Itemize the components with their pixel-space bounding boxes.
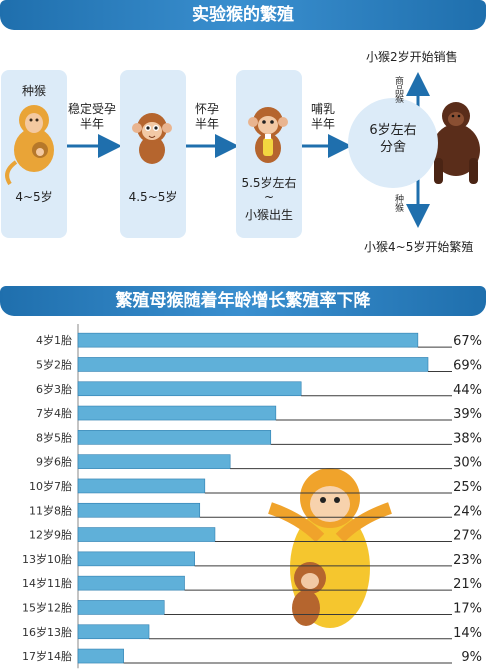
category-label: 7岁4胎	[36, 406, 72, 420]
stage-birth-label: 小猴出生	[244, 208, 293, 222]
separation-label: 6岁左右 分舍	[369, 123, 417, 155]
section-title-fertility: 繁殖母猴随着年龄增长繁殖率下降	[0, 286, 486, 316]
arrow-label-conceive: 稳定受孕 半年	[67, 102, 116, 131]
stage-breeder-label: 种猴	[21, 84, 46, 98]
value-label: 23%	[453, 553, 482, 568]
category-label: 12岁9胎	[29, 528, 72, 542]
stage-pregnant-age: 4.5~5岁	[128, 190, 178, 204]
bar	[77, 648, 124, 664]
arrow-label-nursing: 哺乳 半年	[310, 102, 335, 131]
category-label: 6岁3胎	[36, 382, 72, 396]
bar	[77, 381, 302, 397]
category-label: 13岁10胎	[22, 552, 72, 566]
category-label: 14岁11胎	[22, 576, 72, 590]
value-label: 69%	[453, 358, 482, 373]
value-label: 14%	[453, 626, 482, 641]
bar	[77, 600, 165, 615]
category-label: 17岁14胎	[22, 649, 72, 663]
arrow-label-pregnancy: 怀孕 半年	[194, 102, 219, 131]
monkey-mother-illustration	[268, 468, 392, 628]
breed-branch-label: 小猴4~5岁开始繁殖	[364, 240, 474, 254]
value-label: 17%	[453, 601, 482, 616]
value-label: 30%	[453, 456, 482, 471]
bar	[77, 575, 185, 591]
bar	[77, 527, 216, 542]
commercial-monkey-tag: 商品猴	[393, 76, 403, 103]
bar	[77, 551, 195, 567]
stage-birth-age: 5.5岁左右	[241, 176, 297, 190]
separation-circle	[348, 98, 438, 188]
sale-branch-label: 小猴2岁开始销售	[366, 50, 458, 64]
category-label: 4岁1胎	[36, 333, 72, 347]
bar	[77, 405, 277, 421]
bar	[77, 332, 419, 348]
value-label: 27%	[453, 529, 482, 544]
category-label: 8岁5胎	[36, 430, 72, 444]
value-label: 9%	[461, 650, 482, 665]
category-label: 5岁2胎	[36, 357, 72, 371]
fertility-bar-chart: 4岁1胎 67% 5岁2胎 69% 6岁3胎 44% 7岁4胎 39% 8岁5胎 38% 9岁6胎 3…	[22, 324, 482, 669]
value-label: 25%	[453, 480, 482, 495]
category-label: 16岁13胎	[22, 625, 72, 639]
value-label: 24%	[453, 504, 482, 519]
section-title-breeding: 实验猴的繁殖	[0, 0, 486, 30]
bar	[77, 624, 150, 640]
category-label: 15岁12胎	[22, 600, 72, 614]
value-label: 21%	[453, 577, 482, 592]
breeder-monkey-tag: 种猴	[393, 194, 403, 212]
bar	[77, 502, 201, 518]
value-label: 44%	[453, 383, 482, 398]
value-label: 67%	[453, 334, 482, 349]
bar	[77, 454, 231, 469]
bar	[77, 430, 272, 445]
stage-pregnant-box	[120, 70, 186, 238]
value-label: 39%	[453, 407, 482, 422]
stage-birth-tilde: ~	[263, 190, 275, 204]
category-label: 10岁7胎	[29, 479, 72, 493]
stage-breeder-age: 4~5岁	[15, 190, 53, 204]
category-label: 9岁6胎	[36, 455, 72, 469]
bar	[77, 357, 429, 372]
value-label: 38%	[453, 431, 482, 446]
bar	[77, 478, 206, 494]
category-label: 11岁8胎	[29, 503, 72, 517]
